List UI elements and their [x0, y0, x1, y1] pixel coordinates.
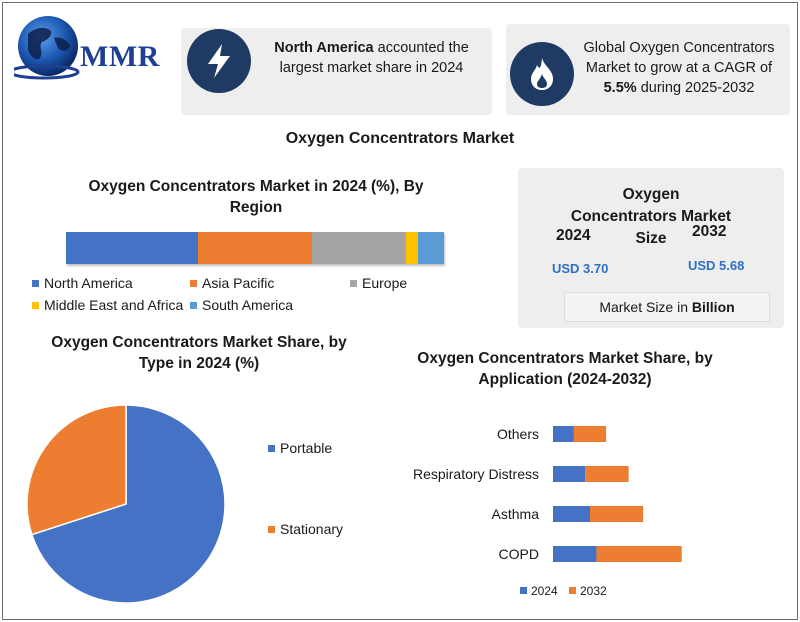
market-size-year-2024: 2024 — [556, 227, 591, 244]
unit-strong: Billion — [691, 299, 735, 315]
legend-swatch — [190, 279, 197, 287]
cagr-pre: Global Oxygen Concentrators Market to gr… — [583, 40, 775, 76]
region-bar-segment-middle-east-and-africa — [406, 232, 418, 264]
flame-icon — [510, 42, 574, 106]
type-chart-title: Oxygen Concentrators Market Share, by Ty… — [51, 334, 347, 372]
market-size-year-2032: 2032 — [692, 223, 727, 240]
legend-swatch-2032 — [569, 587, 576, 594]
legend-swatch — [32, 279, 39, 287]
bar-asthma-2032 — [590, 506, 644, 522]
region-legend-item-asia-pacific: Asia Pacific — [190, 275, 274, 291]
legend-label: Middle East and Africa — [44, 297, 184, 313]
region-bar-segment-north-america — [66, 232, 199, 264]
bar-respiratory-distress-2024 — [553, 466, 586, 482]
bar-asthma-2024 — [553, 506, 591, 522]
legend-label-2024: 2024 — [531, 584, 558, 598]
category-label-respiratory-distress: Respiratory Distress — [413, 466, 539, 482]
legend-swatch-2024 — [520, 587, 527, 594]
category-label-asthma: Asthma — [492, 506, 540, 522]
type-pie-chart — [26, 404, 226, 604]
cagr-post: during 2025-2032 — [636, 80, 755, 96]
unit-pre: Market Size in — [599, 299, 692, 315]
region-highlight-text: North America accounted the largest mark… — [259, 38, 484, 78]
application-chart-title: Oxygen Concentrators Market Share, by Ap… — [417, 350, 713, 388]
category-label-copd: COPD — [499, 546, 539, 562]
legend-swatch — [32, 301, 39, 309]
pie-slice-stationary — [26, 404, 127, 536]
region-legend-item-europe: Europe — [350, 275, 407, 291]
market-size-title: Oxygen Concentrators Market Size — [570, 186, 732, 247]
globe-icon — [8, 16, 80, 80]
pie-legend-item-stationary: Stationary — [268, 521, 343, 537]
region-bar-segment-asia-pacific — [198, 232, 312, 264]
bar-copd-2032 — [596, 546, 682, 562]
region-highlight-card: North America accounted the largest mark… — [181, 28, 492, 115]
legend-label: North America — [44, 275, 133, 291]
market-size-unit: Market Size in Billion — [564, 292, 770, 322]
cagr-value: 5.5% — [603, 80, 637, 96]
application-bar-chart: Others Respiratory Distress Asthma COPD 2024… — [413, 426, 682, 598]
region-chart-title: Oxygen Concentrators Market in 2024 (%),… — [88, 178, 424, 216]
region-legend-item-north-america: North America — [32, 275, 133, 291]
cagr-highlight-text: Global Oxygen Concentrators Market to gr… — [570, 38, 788, 98]
lightning-icon — [187, 29, 251, 93]
legend-swatch — [350, 279, 357, 287]
region-stacked-bar — [66, 232, 444, 264]
region-legend-item-middle-east-and-africa: Middle East and Africa — [32, 297, 183, 313]
region-highlight-rest: accounted the largest market share in 20… — [279, 40, 469, 76]
legend-label: Stationary — [280, 521, 344, 537]
legend-label: Europe — [362, 275, 408, 291]
pie-legend-item-portable: Portable — [268, 440, 332, 456]
legend-label: Asia Pacific — [202, 275, 275, 291]
legend-swatch — [190, 301, 197, 309]
legend-swatch — [268, 444, 275, 452]
bar-respiratory-distress-2032 — [585, 466, 629, 482]
mmr-logo: MMR — [8, 12, 164, 84]
category-label-others: Others — [497, 426, 539, 442]
market-size-box: Oxygen Concentrators Market Size 2024 20… — [518, 168, 784, 328]
market-size-value-2032: USD 5.68 — [688, 258, 745, 273]
logo-text: MMR — [80, 40, 160, 73]
region-highlight-strong: North America — [274, 40, 374, 56]
region-bar-segment-south-america — [417, 232, 444, 264]
legend-label: South America — [202, 297, 294, 313]
region-bar-segment-europe — [311, 232, 407, 264]
cagr-highlight-card: Global Oxygen Concentrators Market to gr… — [506, 24, 790, 115]
region-legend-item-south-america: South America — [190, 297, 293, 313]
pie-slice-portable — [30, 404, 226, 604]
legend-swatch — [268, 525, 275, 533]
bar-others-2024 — [553, 426, 574, 442]
market-size-value-2024: USD 3.70 — [552, 261, 609, 276]
legend-label: Portable — [280, 440, 333, 456]
legend-label-2032: 2032 — [580, 584, 607, 598]
bar-others-2032 — [573, 426, 607, 442]
bar-copd-2024 — [553, 546, 597, 562]
page-title: Oxygen Concentrators Market — [285, 130, 515, 147]
